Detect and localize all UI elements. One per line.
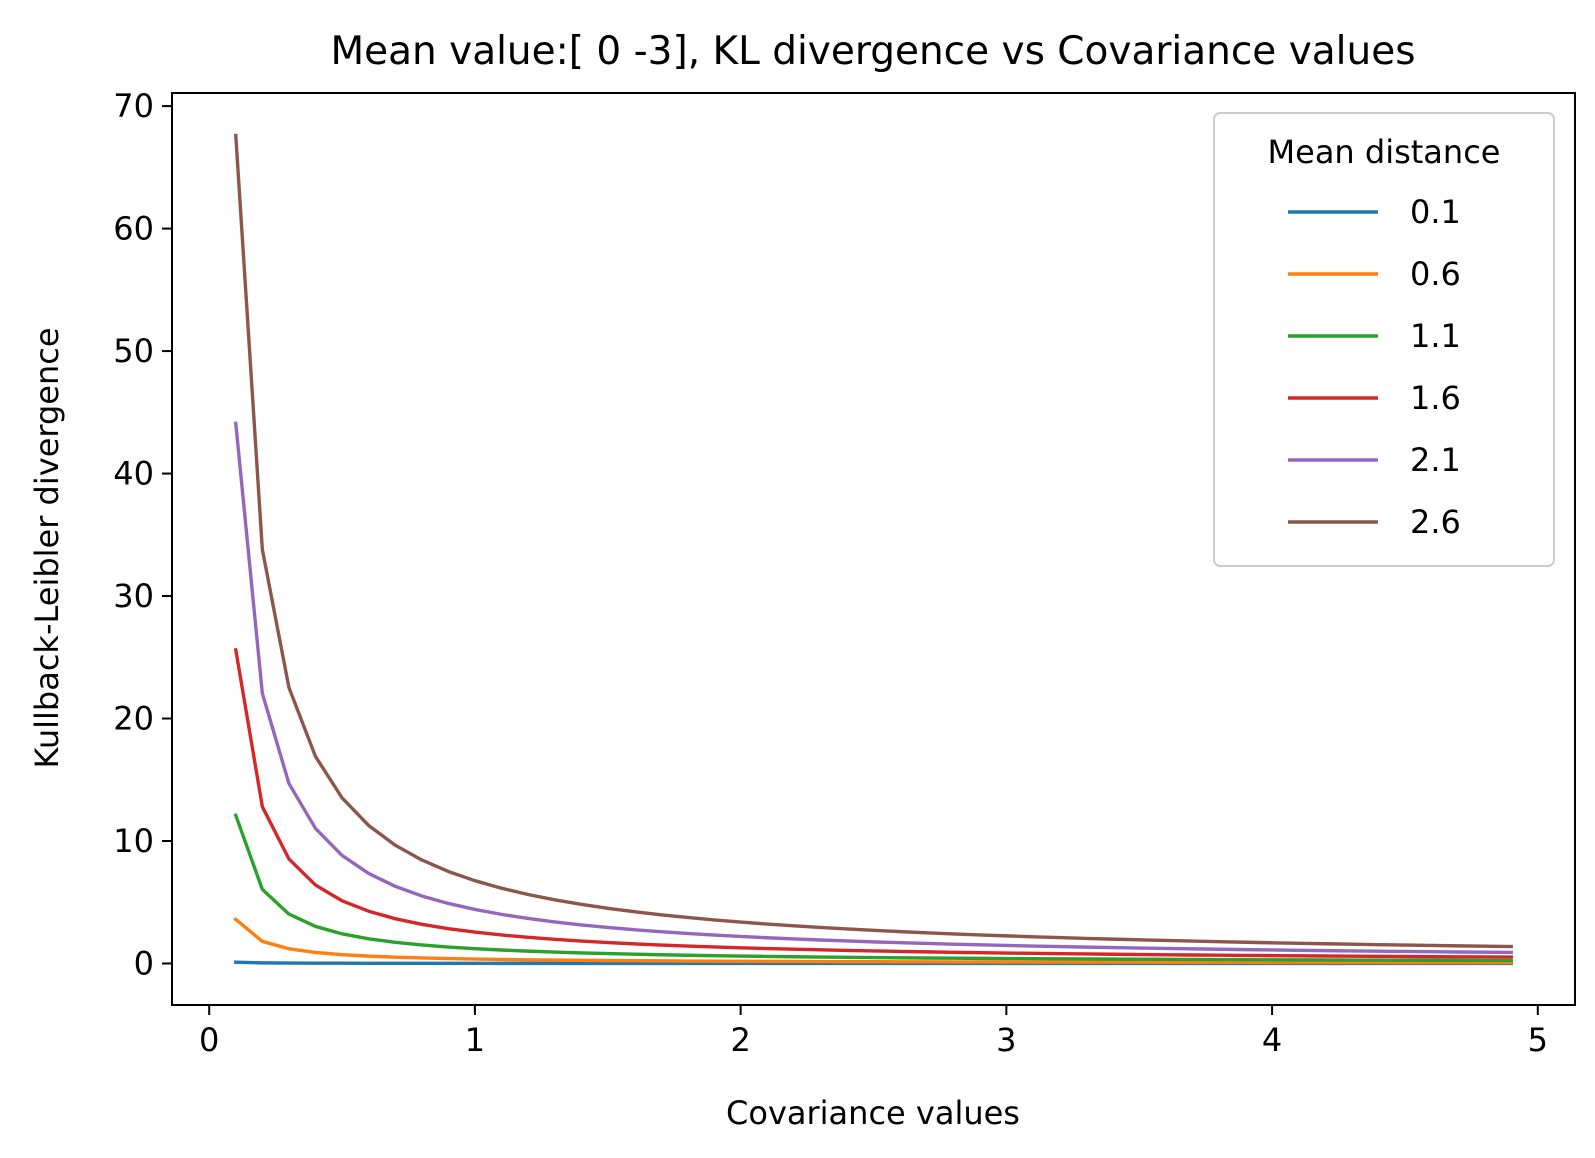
x-tick-label-4: 4 [1262,1021,1282,1059]
y-tick-label-3: 30 [113,577,154,615]
y-axis-label: Kullback-Leibler divergence [28,327,66,768]
y-tick-label-4: 40 [113,455,154,493]
chart-title: Mean value:[ 0 -3], KL divergence vs Cov… [330,29,1415,74]
series-line-2 [233,813,1513,963]
legend-label-4: 2.1 [1410,441,1461,479]
x-tick-label-1: 1 [465,1021,485,1059]
series-line-3 [233,647,1513,959]
series-line-5 [233,133,1513,949]
series-layer [233,133,1513,966]
legend-title: Mean distance [1268,133,1501,171]
y-tick-label-0: 0 [134,944,154,982]
series-line-1 [233,916,1513,965]
x-tick-label-5: 5 [1528,1021,1548,1059]
x-tick-label-3: 3 [996,1021,1016,1059]
series-line-4 [233,421,1513,955]
legend-label-0: 0.1 [1410,193,1461,231]
y-tick-label-6: 60 [113,210,154,248]
x-tick-label-2: 2 [730,1021,750,1059]
legend-frame [1213,112,1555,567]
x-tick-label-0: 0 [199,1021,219,1059]
legend-label-3: 1.6 [1410,379,1461,417]
y-tick-label-5: 50 [113,332,154,370]
y-tick-label-2: 20 [113,700,154,738]
legend-entries: 0.1 0.6 1.1 1.6 2.1 2.6 [1288,193,1461,541]
axes-frame [171,92,1576,1006]
legend-label-1: 0.6 [1410,255,1461,293]
y-tick-label-1: 10 [113,822,154,860]
x-axis-label: Covariance values [726,1094,1020,1132]
legend-label-5: 2.6 [1410,503,1461,541]
legend: Mean distance 0.1 0.6 1.1 1.6 2.1 2.6 [1213,112,1555,567]
y-tick-label-7: 70 [113,87,154,125]
legend-label-2: 1.1 [1410,317,1461,355]
